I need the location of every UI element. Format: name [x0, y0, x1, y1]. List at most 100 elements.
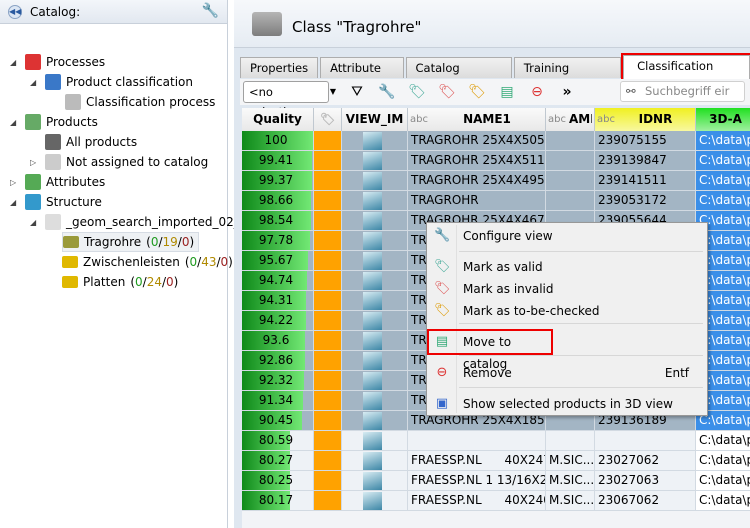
move-to-catalog-icon[interactable]: ▤ [500, 84, 514, 100]
wrench-icon[interactable]: 🔧 [201, 3, 219, 19]
table-row[interactable]: 80.17 FRAESSP.NL 40X240 M.SIC... 23067062 C:… [242, 491, 750, 511]
tab-properties[interactable]: Properties [240, 57, 319, 78]
count-invalid: 0 [181, 235, 190, 249]
tag-column-icon[interactable]: 🏷 [314, 108, 342, 131]
menu-item-label: Mark as to-be-checked [463, 304, 600, 318]
products-icon [25, 114, 41, 130]
binoculars-icon: ⚯ [626, 84, 636, 98]
tree-item[interactable]: ◢ Products [10, 112, 98, 132]
tag-invalid-icon: 🏷 [434, 281, 451, 296]
menu-item-configure-view[interactable]: 🔧 Configure view [429, 225, 705, 247]
col-ame-cell [546, 431, 595, 450]
table-row[interactable]: 90.45 TRAGROHR 25X4X1850 239136189 C:\data\… [242, 411, 750, 431]
tree-item[interactable]: ▷ Attributes [10, 172, 105, 192]
quality-value: 94.74 [258, 273, 294, 287]
col-idnr-cell: 23027063 [595, 471, 696, 490]
col-quality-cell: 92.86 [242, 351, 314, 370]
remove-icon[interactable]: ⊖ [531, 84, 543, 100]
menu-item-mark-as-to-be-checked[interactable]: 🏷 Mark as to-be-checked [429, 300, 705, 322]
expanded-arrow-icon[interactable]: ◢ [30, 217, 37, 227]
menu-item-mark-as-valid[interactable]: 🏷 Mark as valid [429, 256, 705, 278]
col-quality-cell: 99.37 [242, 171, 314, 190]
col-view-image-cell [342, 411, 408, 430]
col-idnr-header[interactable]: abc IDNR [595, 108, 696, 131]
table-row[interactable]: 99.41 TRAGROHR 25X4X5110 239139847 C:\data\… [242, 151, 750, 171]
tab-attribute-set[interactable]: Attribute set [320, 57, 404, 95]
search-placeholder: Suchbegriff eir [645, 84, 730, 98]
catalog-title: Catalog: [30, 4, 81, 19]
expanded-arrow-icon[interactable]: ◢ [10, 57, 17, 67]
menu-item-mark-as-invalid[interactable]: 🏷 Mark as invalid [429, 278, 705, 300]
tree-item[interactable]: All products [30, 132, 137, 152]
col-ame-header[interactable]: abcAME [546, 108, 595, 131]
tree-item[interactable]: ◢ _geom_search_imported_02_ [30, 212, 240, 232]
catalog-header: ◀◀ Catalog: 🔧 [0, 0, 227, 24]
status-tag-cell [314, 211, 342, 230]
col-quality-cell: 80.59 [242, 431, 314, 450]
tree-item[interactable]: ◢ Product classification [30, 72, 193, 92]
col-3d-cell: C:\data\p [696, 331, 750, 350]
tag-check-icon[interactable]: 🏷 [468, 84, 486, 100]
col-3d-cell: C:\data\p [696, 411, 750, 430]
collapsed-arrow-icon[interactable]: ▷ [30, 157, 37, 167]
filter-icon[interactable]: ⛛ [351, 84, 363, 100]
status-tag-cell [314, 271, 342, 290]
collapse-icon[interactable]: ◀◀ [8, 4, 22, 19]
expanded-arrow-icon[interactable]: ◢ [10, 117, 17, 127]
quality-value: 92.86 [258, 353, 294, 367]
selection-dropdown[interactable]: <no selection>▼ [243, 81, 336, 119]
col-view-image-cell [342, 191, 408, 210]
col-ame-cell [546, 131, 595, 150]
col-3d-cell: C:\data\p [696, 191, 750, 210]
catalog-panel: ◀◀ Catalog: 🔧 ◢ Processes ◢ Product classif… [0, 0, 240, 528]
count-invalid: 0 [166, 275, 174, 289]
tag-invalid-icon[interactable]: 🏷 [438, 84, 456, 100]
table-row[interactable]: 80.59 C:\data\p [242, 431, 750, 451]
menu-item-label: Move to catalog [463, 335, 512, 371]
count-unchecked: 24 [146, 275, 162, 289]
more-button[interactable]: » [562, 84, 572, 100]
table-row[interactable]: 99.37 TRAGROHR 25X4X4957 239141511 C:\data\… [242, 171, 750, 191]
wrench-icon[interactable]: 🔧 [378, 84, 396, 100]
tree-folder-zwischenleisten[interactable]: Zwischenleisten (0/43/0) [62, 252, 233, 272]
quality-value: 80.25 [258, 473, 294, 487]
tree-folder-platten[interactable]: Platten (0/24/0) [62, 272, 178, 292]
collapsed-arrow-icon[interactable]: ▷ [10, 177, 17, 187]
product-thumbnail-icon [363, 232, 382, 250]
tree-item[interactable]: Classification process [50, 92, 215, 112]
folder-icon [62, 256, 78, 268]
tab-classification-result[interactable]: Classification result [621, 53, 750, 93]
table-row[interactable]: 80.25 FRAESSP.NL 1 13/16X247M.SIC...23027… [242, 471, 750, 491]
menu-item-remove[interactable]: ⊖ Remove Entf [429, 362, 705, 384]
quality-bar [242, 251, 308, 270]
tree-folder-tragrohre[interactable]: Tragrohre (0/19/0) [62, 232, 200, 252]
col-name1-header[interactable]: abc NAME1 [408, 108, 546, 131]
expanded-arrow-icon[interactable]: ◢ [30, 77, 37, 87]
tree-item[interactable]: ◢ Structure [10, 192, 102, 212]
col-3d-label: 3D-A [709, 112, 742, 126]
status-tag-cell [314, 471, 342, 490]
col-view-image-cell [342, 271, 408, 290]
status-tag-cell [314, 351, 342, 370]
col-quality-header[interactable]: Quality [242, 108, 314, 131]
table-row[interactable]: 98.66 TRAGROHR 239053172 C:\data\p [242, 191, 750, 211]
col-quality-cell: 95.67 [242, 251, 314, 270]
menu-item-show-selected-products-in-3d-view[interactable]: ▣ Show selected products in 3D view [429, 393, 705, 415]
menu-item-move-to-catalog[interactable]: ▤ Move to catalog [427, 329, 553, 371]
table-row[interactable]: 100 TRAGROHR 25X4X5050 239075155 C:\data\p [242, 131, 750, 151]
tree-item[interactable]: ◢ Processes [10, 52, 105, 72]
tab-training-products[interactable]: Training products [513, 57, 622, 95]
tag-valid-icon[interactable]: 🏷 [408, 84, 426, 100]
expanded-arrow-icon[interactable]: ◢ [10, 197, 17, 207]
quality-value: 94.31 [258, 293, 294, 307]
col-view-image-header[interactable]: VIEW_IM [342, 108, 408, 131]
col-quality-cell: 90.45 [242, 411, 314, 430]
col-quality-cell: 80.25 [242, 471, 314, 490]
col-3d-header[interactable]: 3D-A [696, 108, 750, 131]
col-quality-cell: 100 [242, 131, 314, 150]
table-row[interactable]: 80.27 FRAESSP.NL 40X247 M.SIC... 23027062 C:… [242, 451, 750, 471]
tree-item[interactable]: ▷ Not assigned to catalog [30, 152, 208, 172]
col-view-image-cell [342, 171, 408, 190]
tab-catalog-products[interactable]: Catalog products [405, 57, 512, 95]
search-input[interactable]: ⚯ Suchbegriff eir [620, 81, 745, 102]
